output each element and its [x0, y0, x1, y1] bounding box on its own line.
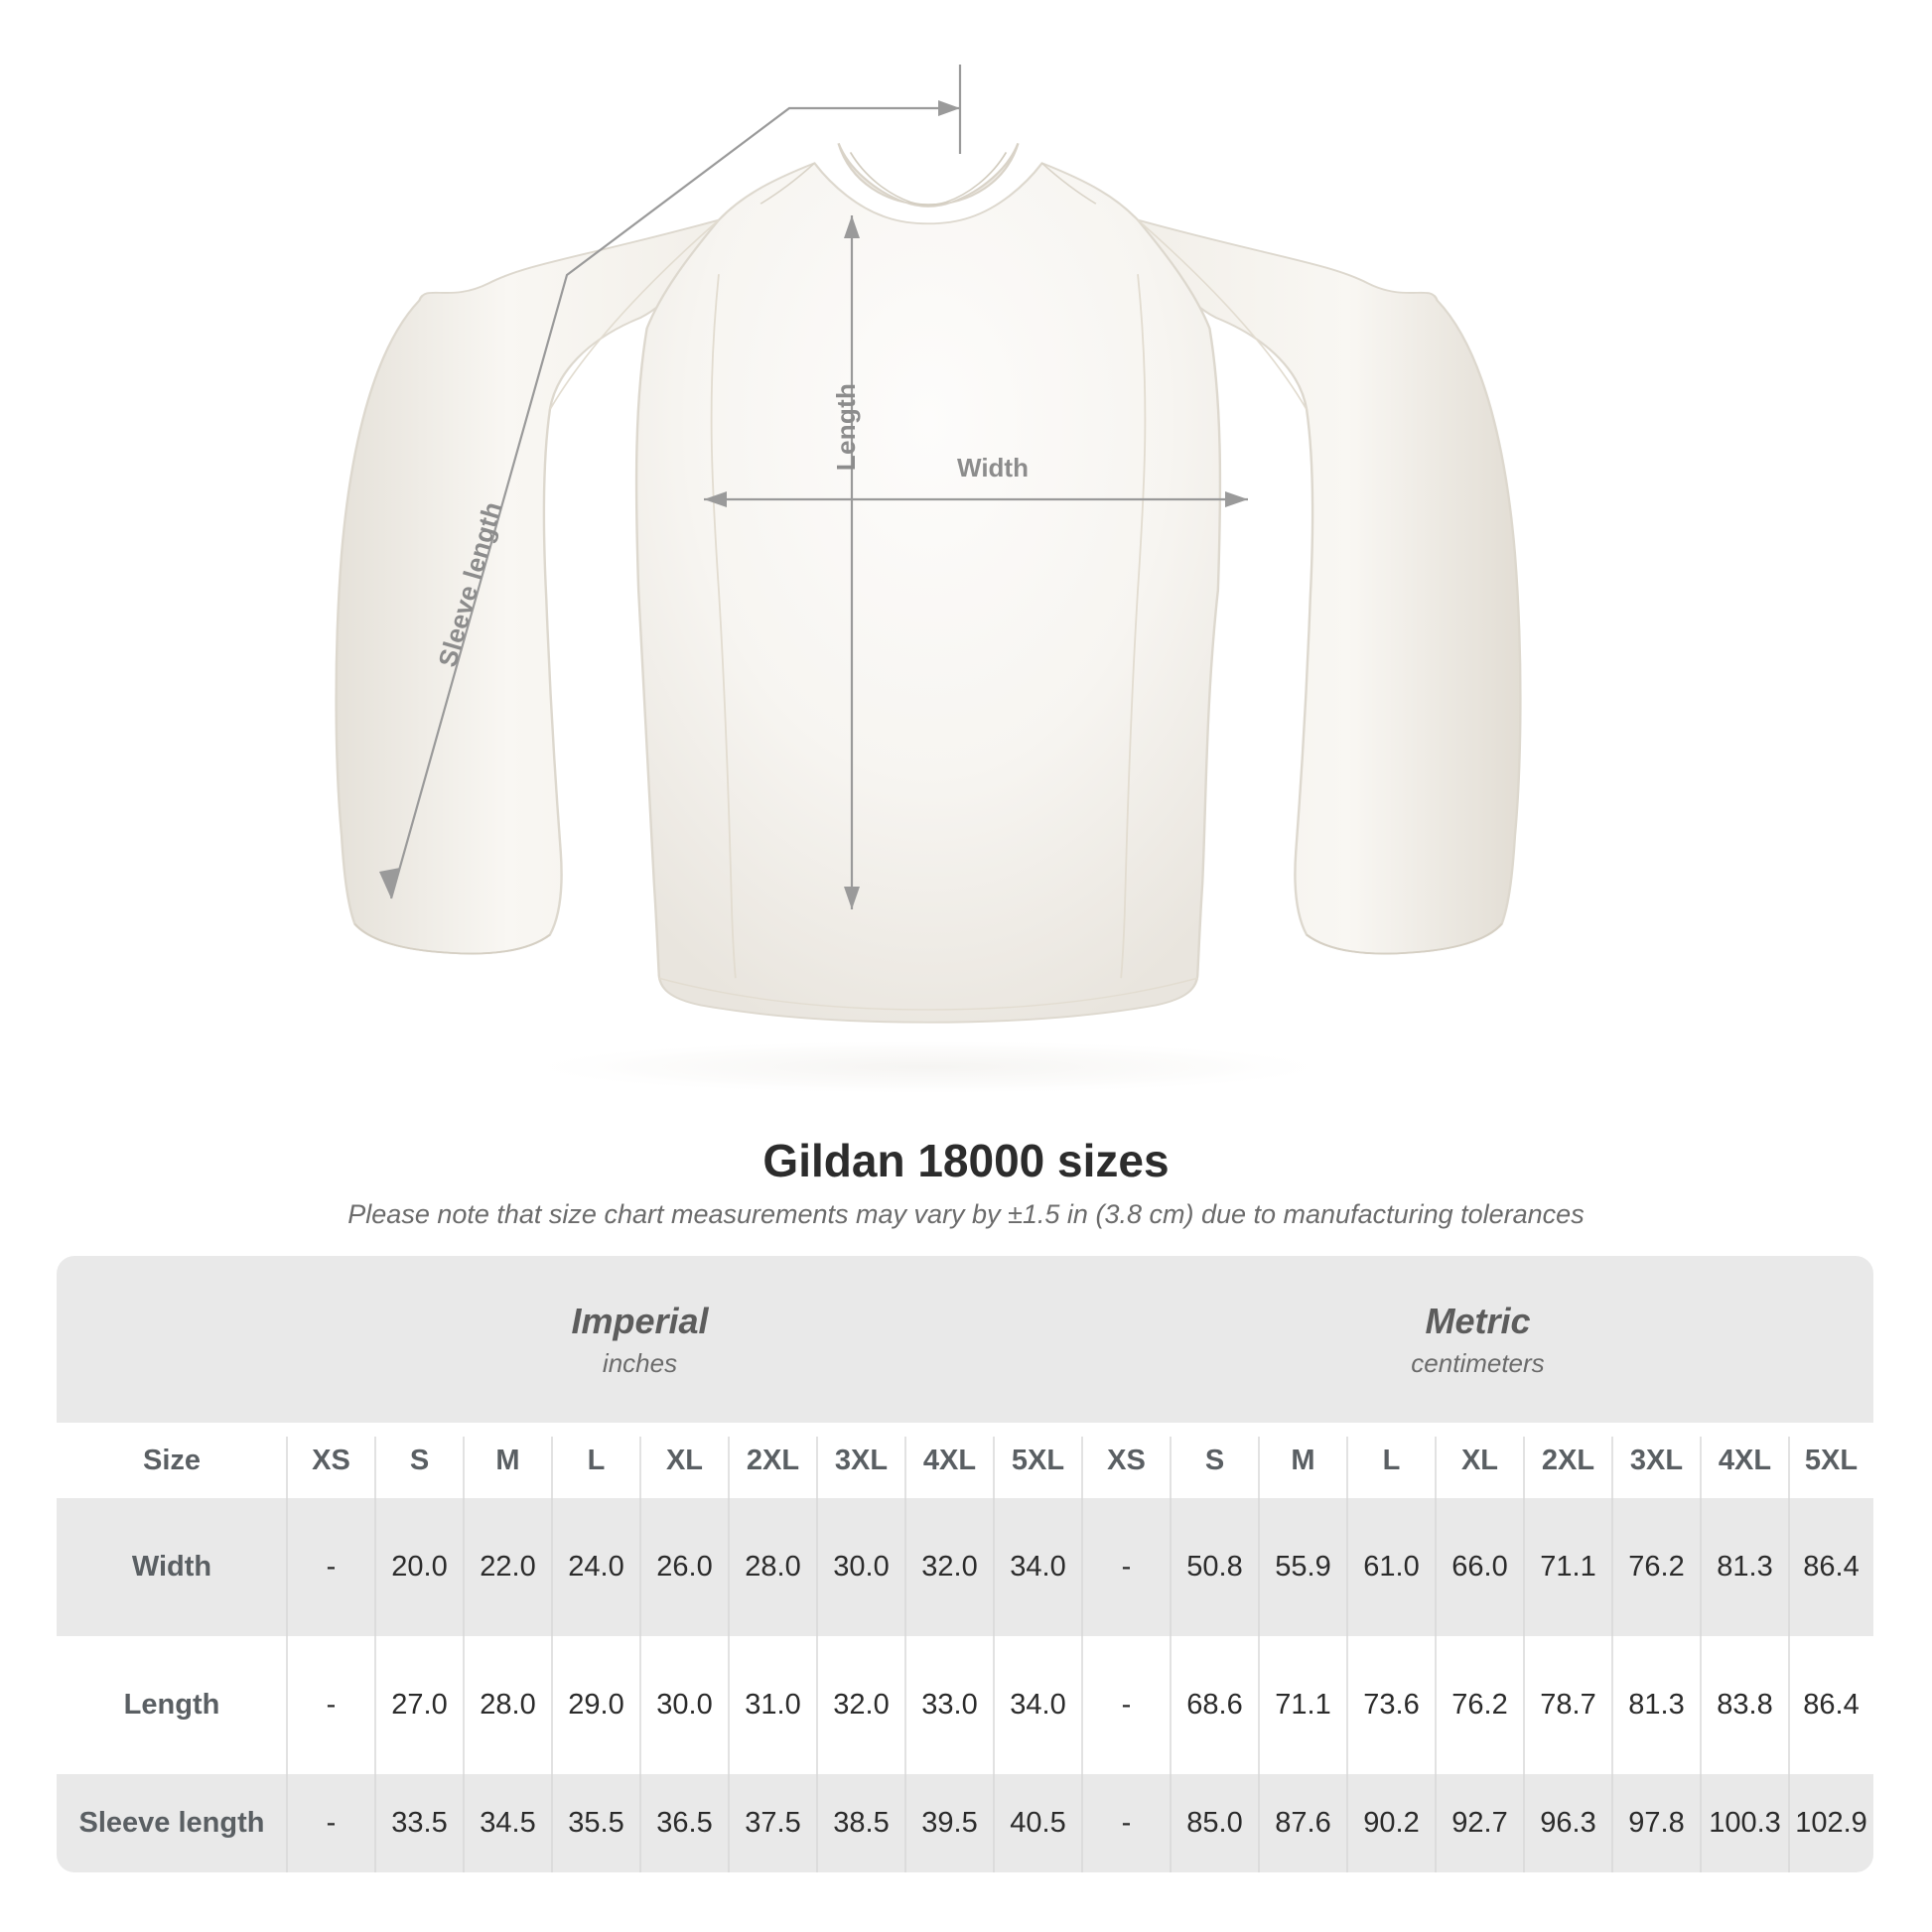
- svg-text:Length: Length: [831, 383, 861, 471]
- svg-text:Width: Width: [957, 453, 1029, 483]
